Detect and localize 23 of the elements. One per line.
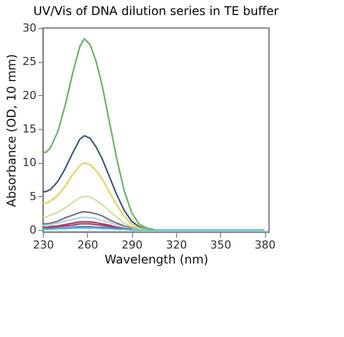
y-tick-label: 30 xyxy=(22,22,36,34)
y-tick-label: 0 xyxy=(30,223,36,236)
line-series xyxy=(42,38,155,230)
y-tick-label: 10 xyxy=(22,156,36,170)
line-series xyxy=(42,196,140,230)
y-axis-title: Absorbance (OD, 10 mm) xyxy=(4,54,19,207)
line-series xyxy=(42,216,140,230)
line-series xyxy=(42,211,140,230)
x-tick-label: 260 xyxy=(77,238,98,252)
x-tick-label: 290 xyxy=(122,238,143,252)
y-tick-label: 5 xyxy=(30,190,36,203)
x-tick-label: 350 xyxy=(210,238,232,252)
x-axis-title: Wavelength (nm) xyxy=(104,252,208,266)
x-tick-label: 230 xyxy=(33,238,54,252)
y-tick-label: 25 xyxy=(22,55,36,68)
y-tick-label: 15 xyxy=(22,122,36,136)
chart-title: UV/Vis of DNA dilution series in TE buffer xyxy=(33,4,279,18)
x-tick-label: 320 xyxy=(166,238,187,252)
line-series xyxy=(42,162,148,230)
line-series xyxy=(42,221,132,230)
line-series xyxy=(42,134,148,230)
x-tick-label: 380 xyxy=(254,238,276,252)
y-tick-label: 20 xyxy=(22,88,36,102)
